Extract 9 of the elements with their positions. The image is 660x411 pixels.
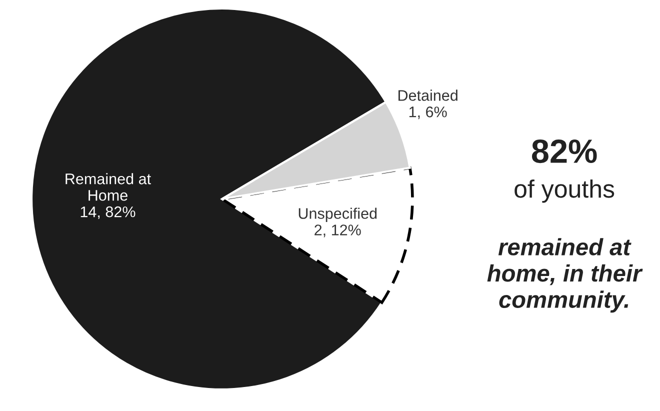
slice-label: Remained at Home <box>66 173 151 201</box>
slice-label: Unspecified <box>298 208 377 222</box>
text: of youths <box>514 179 614 203</box>
slice-label: Detained <box>398 90 458 101</box>
data-label: 2, 12% <box>314 224 361 238</box>
data-label: 1, 6% <box>409 106 447 120</box>
text: remained at home, in their community. <box>487 238 643 313</box>
text: 82% <box>532 139 597 164</box>
data-label: 14, 82% <box>80 206 136 220</box>
